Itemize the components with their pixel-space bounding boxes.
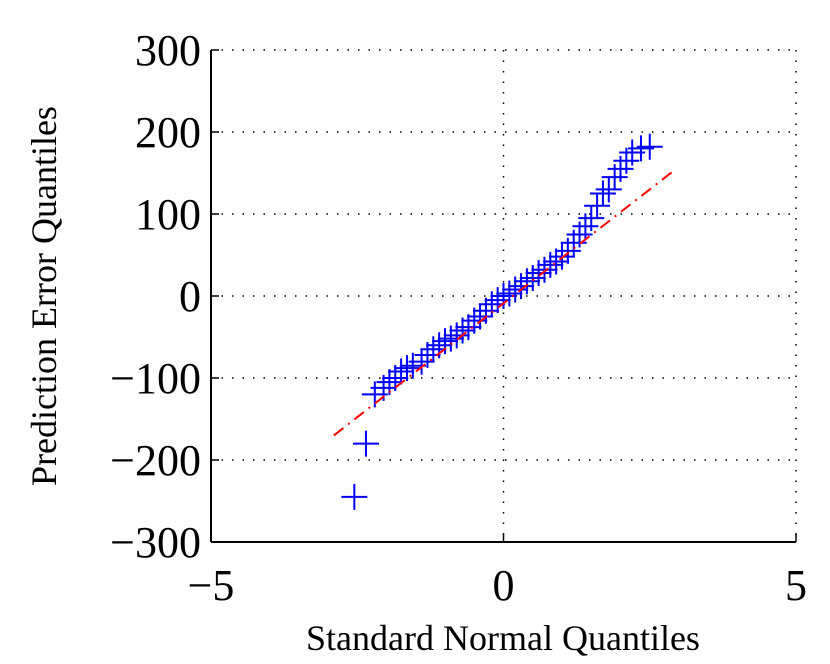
y-tick-label: −200 (110, 436, 201, 485)
marker (595, 176, 622, 203)
marker (584, 192, 611, 219)
x-axis-label: Standard Normal Quantiles (306, 618, 700, 658)
marker (578, 205, 605, 232)
marker (589, 180, 616, 207)
y-tick-label: 100 (135, 190, 201, 239)
y-tick-label: 300 (135, 26, 201, 75)
y-axis-label: Prediction Error Quantiles (24, 106, 64, 486)
marker (353, 430, 380, 457)
marker (449, 317, 476, 344)
marker (393, 355, 420, 382)
marker (461, 307, 488, 334)
y-tick-label: 0 (179, 272, 201, 321)
marker (636, 133, 663, 160)
x-tick-label: −5 (188, 561, 235, 610)
y-tick-label: −100 (110, 354, 201, 403)
y-tick-label: 200 (135, 108, 201, 157)
y-tick-label: −300 (110, 518, 201, 567)
x-tick-label: 0 (493, 561, 515, 610)
marker (408, 348, 435, 375)
marker (376, 369, 403, 396)
reference-line (333, 168, 677, 437)
marker (455, 314, 482, 341)
marker (467, 303, 494, 330)
marker (388, 358, 415, 385)
marker (496, 280, 523, 307)
marker (341, 483, 368, 510)
x-tick-label: 5 (785, 561, 807, 610)
marker (472, 297, 499, 324)
marker (543, 248, 570, 275)
